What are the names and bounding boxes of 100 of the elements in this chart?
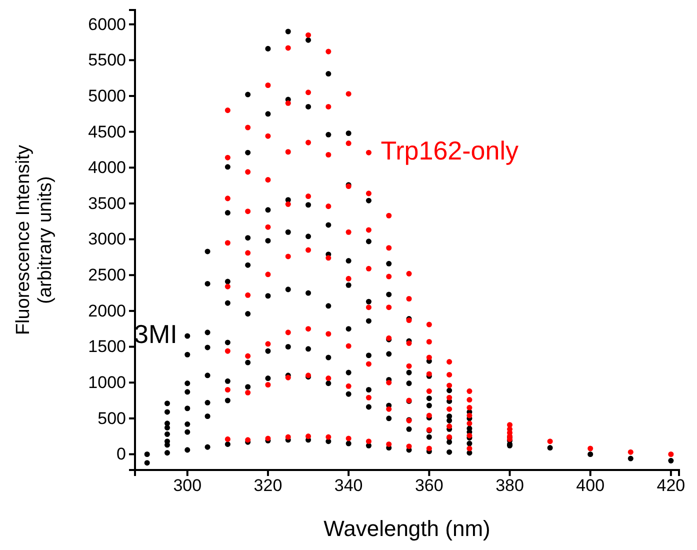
point: [426, 322, 432, 328]
point: [386, 212, 392, 218]
point: [265, 238, 271, 244]
point: [386, 274, 392, 280]
point: [224, 300, 230, 306]
point: [306, 37, 312, 43]
point: [285, 229, 291, 235]
point: [406, 296, 412, 302]
y-tick-label: 4000: [88, 158, 126, 178]
point: [366, 266, 372, 272]
point: [164, 400, 170, 406]
point: [386, 292, 392, 298]
x-tick-label: 380: [496, 476, 524, 496]
point: [164, 409, 170, 415]
point: [366, 190, 372, 196]
point: [326, 222, 332, 228]
point: [446, 449, 452, 455]
point: [245, 360, 251, 366]
point: [144, 460, 150, 466]
point: [265, 207, 271, 213]
point: [245, 390, 251, 396]
point: [326, 48, 332, 54]
point: [346, 91, 352, 97]
point: [285, 45, 291, 51]
point: [406, 370, 412, 376]
point: [265, 46, 271, 52]
point: [245, 384, 251, 390]
point: [306, 32, 312, 38]
point: [346, 326, 352, 332]
point: [326, 331, 332, 337]
x-tick-label: 400: [576, 476, 605, 496]
point: [386, 260, 392, 266]
point: [306, 194, 312, 200]
point: [306, 104, 312, 110]
point: [245, 292, 251, 298]
point: [346, 282, 352, 288]
point: [426, 388, 432, 394]
point: [346, 229, 352, 235]
x-tick-label: 340: [334, 476, 363, 496]
point: [164, 450, 170, 456]
point: [265, 177, 271, 183]
y-tick-label: 3000: [88, 230, 126, 249]
point: [245, 262, 251, 268]
point: [306, 234, 312, 240]
point: [446, 382, 452, 388]
point: [285, 149, 291, 155]
point: [406, 270, 412, 276]
point: [346, 440, 352, 446]
point: [265, 341, 271, 347]
point: [547, 438, 553, 444]
point: [426, 434, 432, 440]
point: [306, 434, 312, 440]
point: [285, 330, 291, 336]
point: [588, 451, 594, 457]
point: [588, 446, 594, 452]
point: [386, 245, 392, 251]
point: [265, 348, 271, 354]
point: [224, 108, 230, 114]
point: [366, 198, 372, 204]
point: [326, 354, 332, 360]
point: [285, 28, 291, 34]
point: [224, 278, 230, 284]
point: [466, 412, 472, 418]
point: [366, 298, 372, 304]
point: [406, 444, 412, 450]
point: [204, 344, 210, 350]
point: [224, 154, 230, 160]
x-tick-label: 360: [414, 476, 444, 496]
point: [184, 389, 190, 395]
point: [265, 272, 271, 278]
point: [366, 238, 372, 244]
point: [245, 235, 251, 241]
point: [466, 397, 472, 403]
point: [386, 416, 392, 422]
point: [224, 386, 230, 393]
point: [446, 394, 452, 400]
y-tick-label: 2500: [88, 266, 126, 285]
point: [204, 280, 210, 286]
point: [204, 372, 210, 378]
point: [366, 318, 372, 324]
point: [224, 164, 230, 170]
point: [306, 326, 312, 332]
point: [628, 456, 634, 462]
point: [366, 404, 372, 410]
point: [446, 388, 452, 394]
point: [466, 440, 472, 446]
point: [184, 429, 190, 435]
y-tick-label: 1500: [88, 337, 126, 356]
point: [326, 104, 332, 110]
point: [466, 420, 472, 426]
point: [366, 394, 372, 400]
point: [224, 196, 230, 202]
point: [366, 352, 372, 358]
point: [285, 254, 291, 260]
point: [265, 382, 271, 388]
point: [144, 451, 150, 457]
point: [184, 421, 190, 427]
point: [285, 201, 291, 207]
point: [386, 380, 392, 386]
point: [184, 333, 190, 339]
